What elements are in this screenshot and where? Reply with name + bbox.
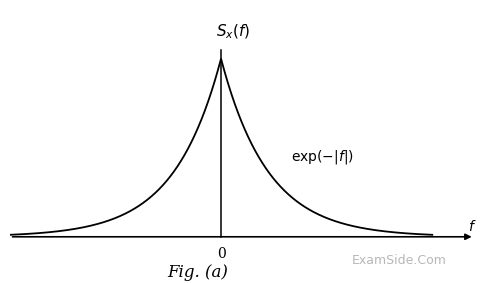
Text: $S_x(f)$: $S_x(f)$ xyxy=(215,22,249,41)
Text: $f$: $f$ xyxy=(467,220,475,235)
Text: ExamSide.Com: ExamSide.Com xyxy=(351,254,446,267)
Text: $\mathrm{exp}(-|f|)$: $\mathrm{exp}(-|f|)$ xyxy=(291,148,354,166)
Text: 0: 0 xyxy=(216,247,225,261)
Text: Fig. (a): Fig. (a) xyxy=(167,264,227,281)
